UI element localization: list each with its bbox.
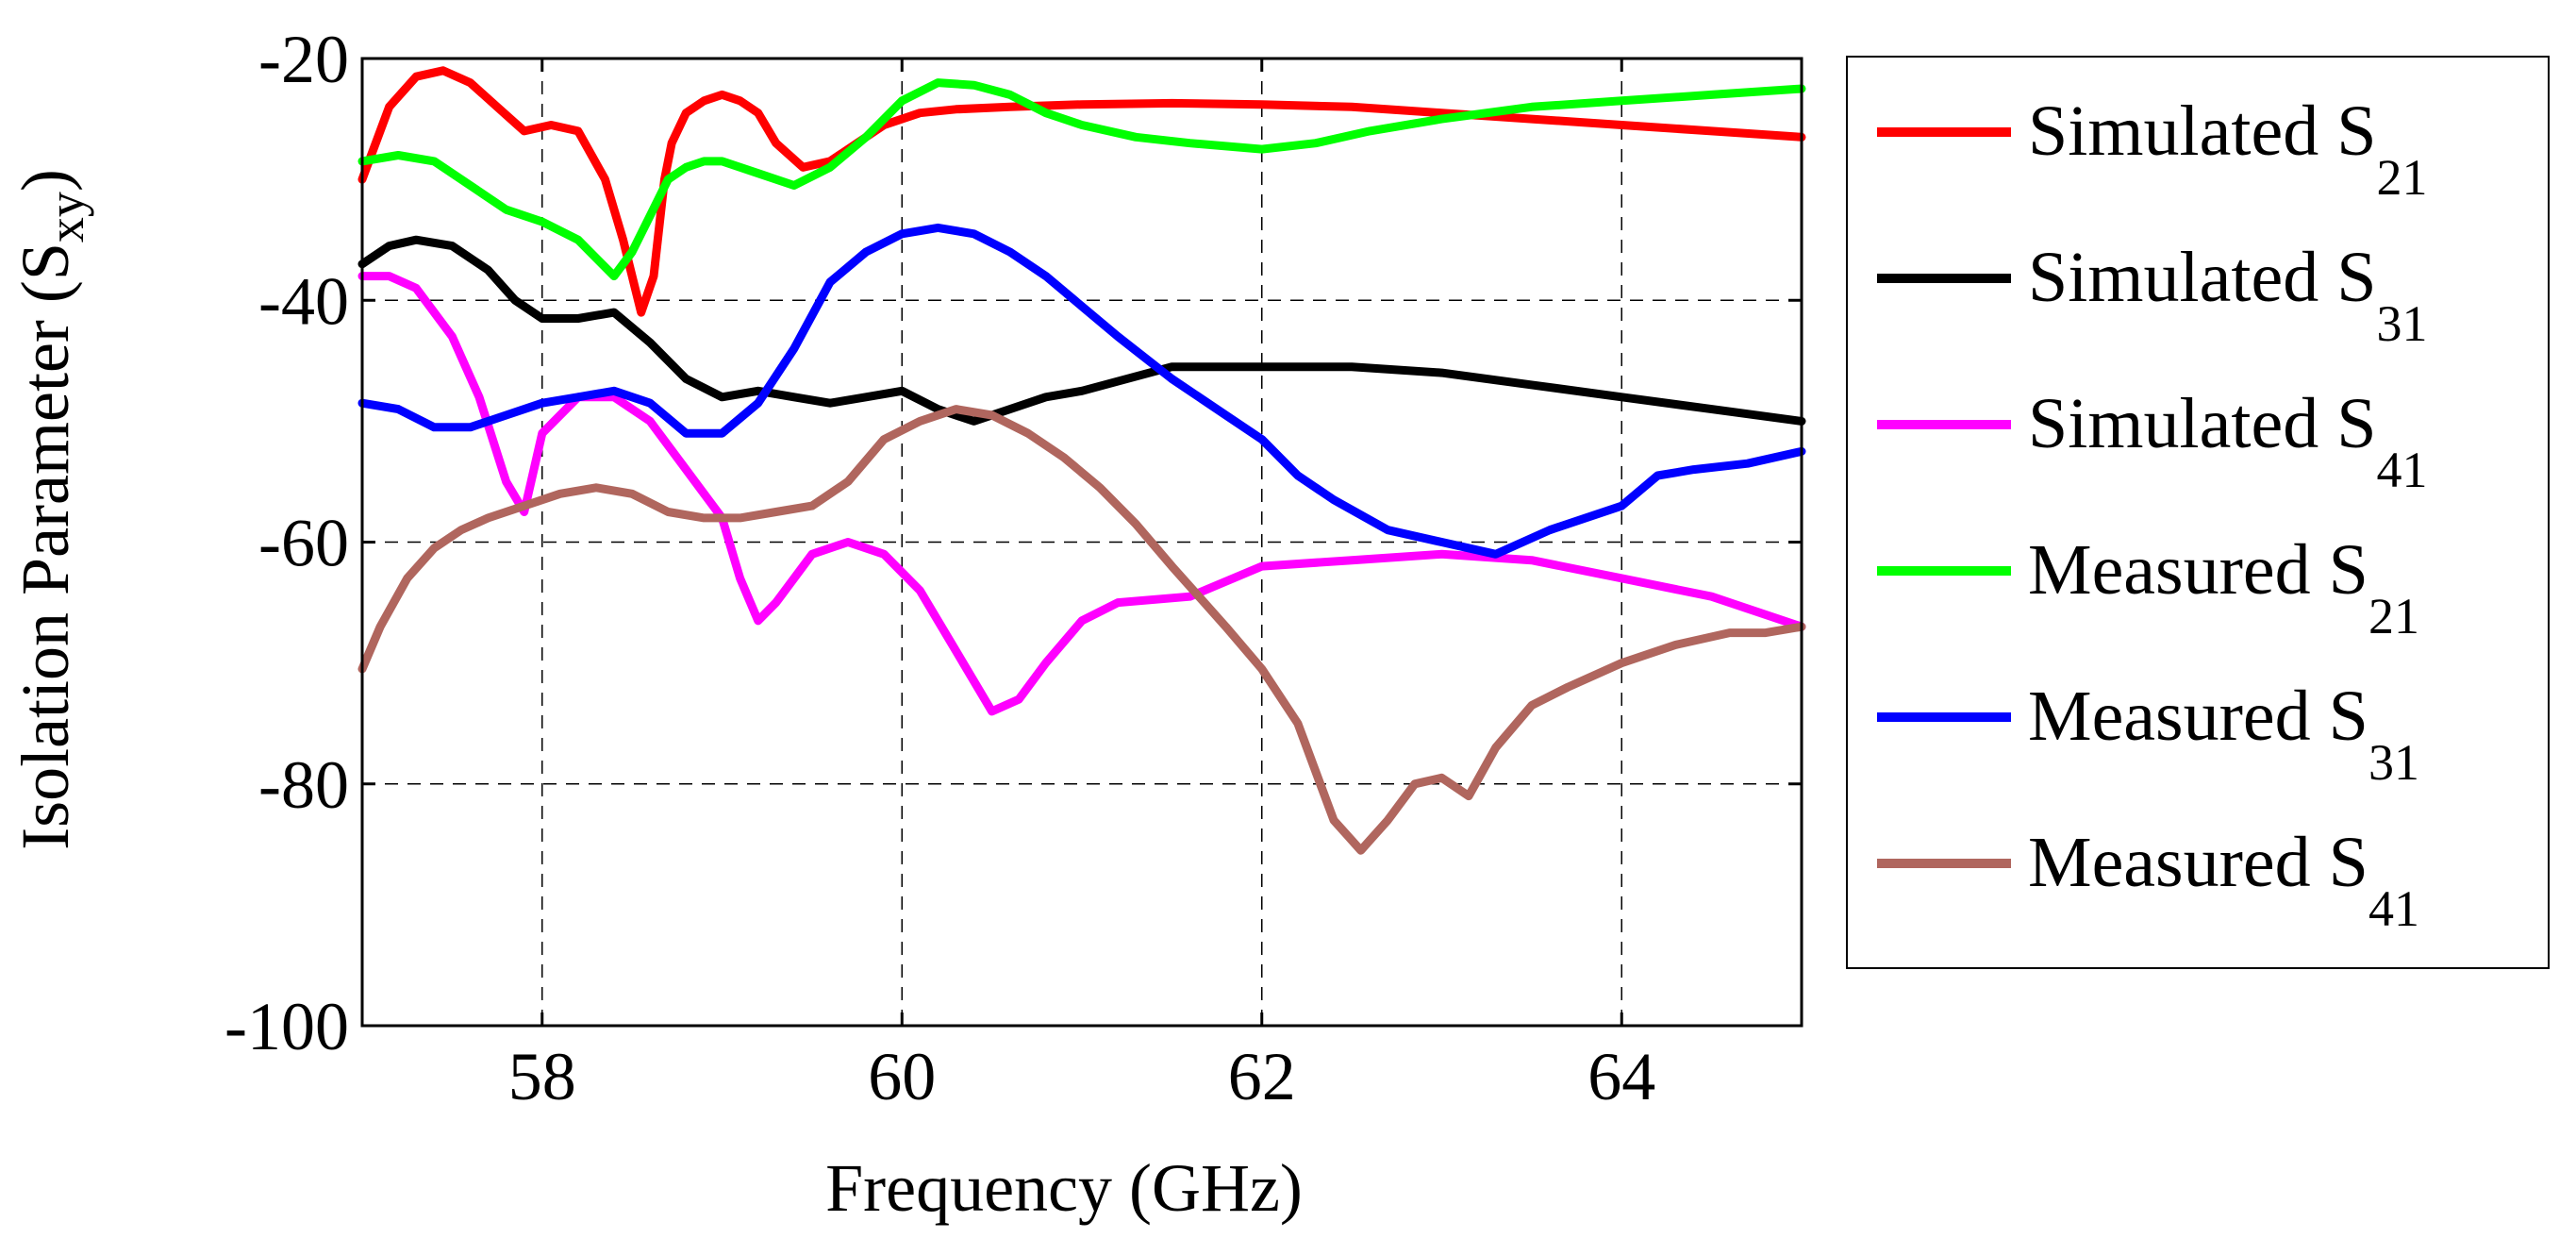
x-axis-label: Frequency (GHz) — [825, 1150, 1303, 1226]
legend-label-sub: 41 — [2376, 442, 2427, 498]
x-tick-label: 60 — [868, 1039, 936, 1114]
legend-label-sub: 21 — [2368, 588, 2419, 644]
x-tick-label: 64 — [1587, 1039, 1655, 1114]
y-axis-label-suffix: ) — [8, 169, 83, 192]
tick-layer: 58 60 62 64 -20 -40 -60 -80 -100 — [224, 22, 1802, 1114]
series-line-simulated-s41 — [357, 272, 1806, 716]
y-tick-label: -60 — [258, 506, 349, 581]
legend-label-simulated-s31: Simulated S31 — [2028, 238, 2427, 352]
y-tick-label: -20 — [258, 22, 349, 97]
legend-label-simulated-s21: Simulated S21 — [2028, 92, 2427, 206]
x-tick-label: 62 — [1228, 1039, 1296, 1114]
series-line-measured-s41 — [357, 405, 1806, 855]
legend-label-simulated-s41: Simulated S41 — [2028, 384, 2427, 498]
series-line-measured-s31 — [357, 223, 1806, 559]
y-axis-label: Isolation Parameter (Sxy) — [8, 169, 94, 850]
legend-label-sub: 41 — [2368, 880, 2419, 937]
legend-label-main: Measured S — [2028, 530, 2368, 610]
x-tick-label: 58 — [508, 1039, 576, 1114]
legend-box — [1846, 56, 2550, 969]
legend-label-main: Simulated S — [2028, 92, 2376, 171]
legend-label-sub: 31 — [2376, 295, 2427, 352]
series-line-simulated-s31 — [357, 235, 1806, 426]
legend-label-sub: 21 — [2376, 149, 2427, 206]
y-tick-label: -100 — [224, 989, 349, 1064]
legend-label-main: Measured S — [2028, 677, 2368, 756]
legend-label-main: Simulated S — [2028, 384, 2376, 463]
series-line-simulated-s21 — [357, 66, 1806, 317]
y-axis-label-sub: xy — [38, 192, 94, 243]
y-axis-label-main: Isolation Parameter (S — [8, 243, 83, 850]
grid-layer — [362, 59, 1802, 1026]
series-line-measured-s21 — [357, 78, 1806, 281]
legend-label-main: Simulated S — [2028, 238, 2376, 317]
legend-label-main: Measured S — [2028, 823, 2368, 902]
legend-label-measured-s31: Measured S31 — [2028, 677, 2419, 791]
series-layer — [357, 66, 1806, 855]
legend-label-measured-s21: Measured S21 — [2028, 530, 2419, 644]
y-tick-label: -40 — [258, 263, 349, 339]
y-tick-label: -80 — [258, 747, 349, 823]
legend-label-measured-s41: Measured S41 — [2028, 823, 2419, 937]
legend-label-sub: 31 — [2368, 734, 2419, 791]
